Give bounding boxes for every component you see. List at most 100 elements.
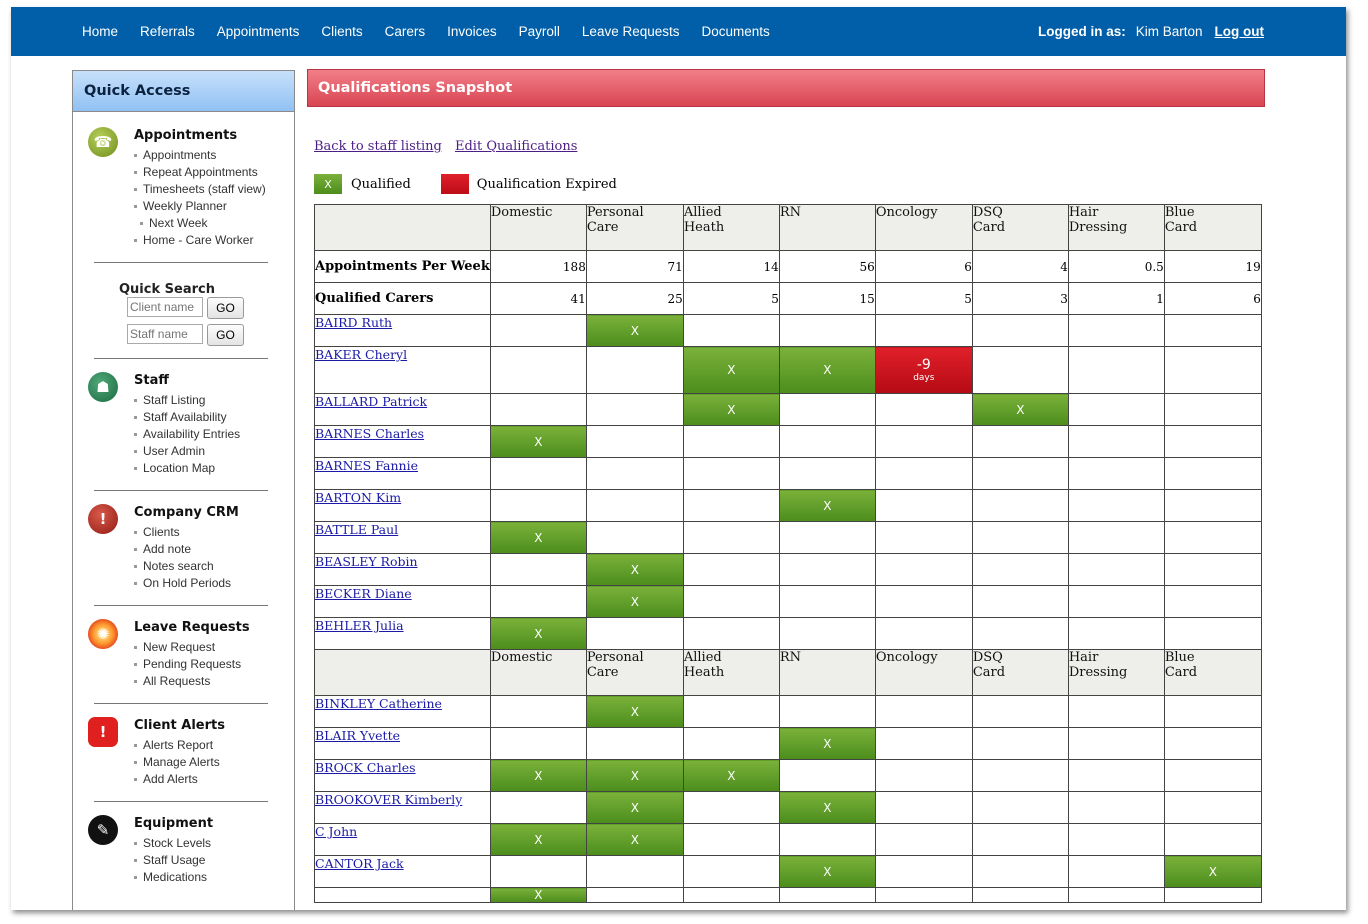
logout-link[interactable]: Log out [1214,24,1264,39]
alerts-link-manage-alerts[interactable]: Manage Alerts [134,754,220,771]
column-header-text: Care [586,665,619,680]
staff-name-cell: BLAIR Yvette [314,727,491,760]
column-header-text: RN [779,205,801,220]
qualified-carers-row: Qualified Carers 41 25 5 15 5 3 1 6 [314,282,1262,315]
alerts-link-alerts-report[interactable]: Alerts Report [134,737,220,754]
appointments-link-appointments[interactable]: Appointments [134,147,266,164]
staff-link-user-admin[interactable]: User Admin [134,443,240,460]
appointments-link-repeat-appointments[interactable]: Repeat Appointments [134,164,266,181]
stop-alert-icon: ! [88,717,118,747]
staff-row: BARTON Kim X [314,489,1262,522]
empty-cell [778,585,876,618]
staff-name-link[interactable]: C John [315,824,358,839]
empty-cell [1067,727,1165,760]
staff-name-input[interactable] [127,324,203,344]
wrench-icon: ✎ [88,815,118,845]
client-name-input[interactable] [127,297,203,317]
empty-cell [585,457,684,490]
appointments-link-weekly-planner[interactable]: Weekly Planner [134,198,266,215]
staff-name-link[interactable]: BEHLER Julia [315,618,404,633]
empty-cell [489,695,587,728]
column-header-text: Dressing [1068,665,1128,680]
page-title: Qualifications Snapshot [307,69,1265,107]
staff-name-link[interactable]: BEASLEY Robin [315,554,418,569]
crm-link-clients[interactable]: Clients [134,524,231,541]
staff-name-link[interactable]: BARTON Kim [315,490,402,505]
staff-name-link[interactable]: BATTLE Paul [315,522,399,537]
nav-appointments[interactable]: Appointments [216,24,300,39]
appointments-link-home-care-worker[interactable]: Home - Care Worker [134,232,266,249]
staff-name-link[interactable]: BINKLEY Catherine [315,696,442,711]
staff-name-link[interactable]: CANTOR Jack [315,856,404,871]
qualifications-table: Domestic Personal Care Allied Heath RN Oncolog… [314,204,1262,903]
staff-name-link[interactable]: BAKER Cheryl [315,347,408,362]
staff-name-link[interactable]: BROOKOVER Kimberly [315,792,463,807]
staff-link-location-map[interactable]: Location Map [134,460,240,477]
nav-leave-requests[interactable]: Leave Requests [581,24,680,39]
empty-cell [1163,727,1262,760]
staff-go-button[interactable]: GO [207,324,244,346]
staff-name-link[interactable]: BLAIR Yvette [315,728,400,743]
crm-link-notes-search[interactable]: Notes search [134,558,231,575]
empty-cell [1163,314,1262,347]
leave-link-new-request[interactable]: New Request [134,639,241,656]
empty-cell [874,887,973,903]
qualified-cell: X [778,489,876,522]
empty-cell [489,553,587,586]
column-header-text: Allied [683,650,722,665]
leave-link-pending-requests[interactable]: Pending Requests [134,656,241,673]
nav-invoices[interactable]: Invoices [447,24,497,39]
staff-row: BEASLEY Robin X [314,553,1262,586]
staff-row: C John X X [314,823,1262,856]
staff-link-staff-listing[interactable]: Staff Listing [134,392,240,409]
empty-cell [1067,759,1165,792]
empty-cell [489,457,587,490]
column-header: Oncology [874,204,973,251]
qualified-carers-row-value: 3 [971,282,1069,315]
nav-referrals[interactable]: Referrals [140,24,195,39]
staff-link-staff-availability[interactable]: Staff Availability [134,409,240,426]
qualified-cell: X [778,727,876,760]
staff-name-link[interactable]: BROCK Charles [315,760,416,775]
empty-cell [585,727,684,760]
qualified-cell: X [971,393,1069,426]
back-to-staff-link[interactable]: Back to staff listing [314,139,442,154]
staff-name-link[interactable]: BAIRD Ruth [315,315,393,330]
nav-documents[interactable]: Documents [701,24,770,39]
appointments-link-timesheets-staff-view[interactable]: Timesheets (staff view) [134,181,266,198]
nav-carers[interactable]: Carers [384,24,426,39]
empty-cell [1067,823,1165,856]
staff-row: BAKER Cheryl X X -9 days [314,346,1262,394]
equipment-link-staff-usage[interactable]: Staff Usage [134,852,211,869]
equipment-link-stock-levels[interactable]: Stock Levels [134,835,211,852]
crm-link-on-hold-periods[interactable]: On Hold Periods [134,575,231,592]
crm-link-add-note[interactable]: Add note [134,541,231,558]
nav-payroll[interactable]: Payroll [518,24,560,39]
appointments-link-next-week[interactable]: Next Week [134,215,266,232]
leave-link-all-requests[interactable]: All Requests [134,673,241,690]
column-header: Hair Dressing [1067,649,1165,696]
equipment-link-medications[interactable]: Medications [134,869,211,886]
staff-name-link[interactable]: BALLARD Patrick [315,394,428,409]
appointments-per-week-row-value: 71 [585,250,684,283]
alerts-link-add-alerts[interactable]: Add Alerts [134,771,220,788]
quick-access-sidebar: Quick Access ☎ Appointments Appointments… [72,70,295,910]
staff-name-link[interactable]: BARNES Fannie [315,458,418,473]
staff-name-cell: BARNES Fannie [314,457,491,490]
nav-clients[interactable]: Clients [321,24,363,39]
edit-qualifications-link[interactable]: Edit Qualifications [455,139,578,154]
staff-row: BROOKOVER Kimberly X X [314,791,1262,824]
staff-name-link[interactable]: BARNES Charles [315,426,425,441]
corner-cell [314,649,491,696]
staff-row: BROCK Charles X X X [314,759,1262,792]
client-go-button[interactable]: GO [207,297,244,319]
column-header-text: Dressing [1068,220,1128,235]
empty-cell [874,617,973,650]
nav-home[interactable]: Home [82,24,119,39]
empty-cell [585,887,684,903]
staff-link-availability-entries[interactable]: Availability Entries [134,426,240,443]
empty-cell [1163,887,1262,903]
column-header-text: Personal [586,205,644,220]
staff-name-link[interactable]: BECKER Diane [315,586,412,601]
qualified-carers-row-label: Qualified Carers [314,282,491,315]
